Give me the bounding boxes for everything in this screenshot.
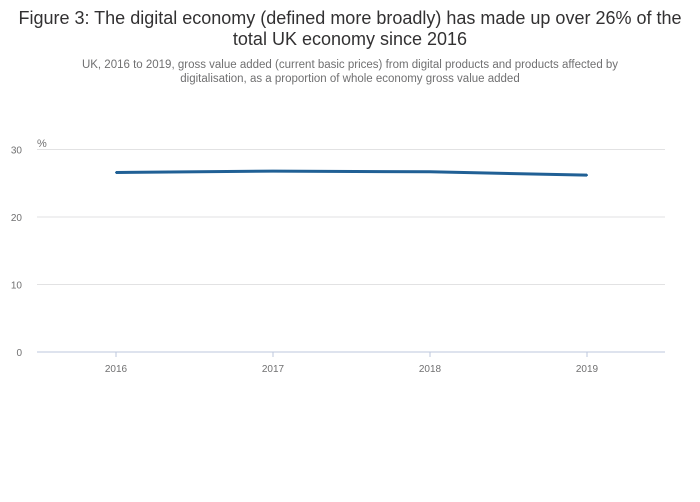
y-axis-label: %: [37, 138, 47, 150]
series-line: [115, 169, 588, 177]
y-tick-label: 20: [11, 213, 23, 224]
chart-subtitle: UK, 2016 to 2019, gross value added (cur…: [81, 59, 619, 85]
y-tick-label: 0: [16, 348, 22, 359]
data-point: [586, 174, 588, 177]
x-tick-label: 2017: [262, 364, 285, 375]
y-tick-label: 30: [11, 146, 23, 157]
data-point: [115, 171, 117, 174]
chart-title: Figure 3: The digital economy (defined m…: [18, 8, 682, 49]
y-tick-label: 10: [11, 281, 23, 292]
x-tick-label: 2018: [419, 364, 442, 375]
x-tick-label: 2019: [576, 364, 599, 375]
data-point: [272, 170, 274, 173]
data-point: [429, 170, 431, 173]
x-tick-label: 2016: [105, 364, 128, 375]
